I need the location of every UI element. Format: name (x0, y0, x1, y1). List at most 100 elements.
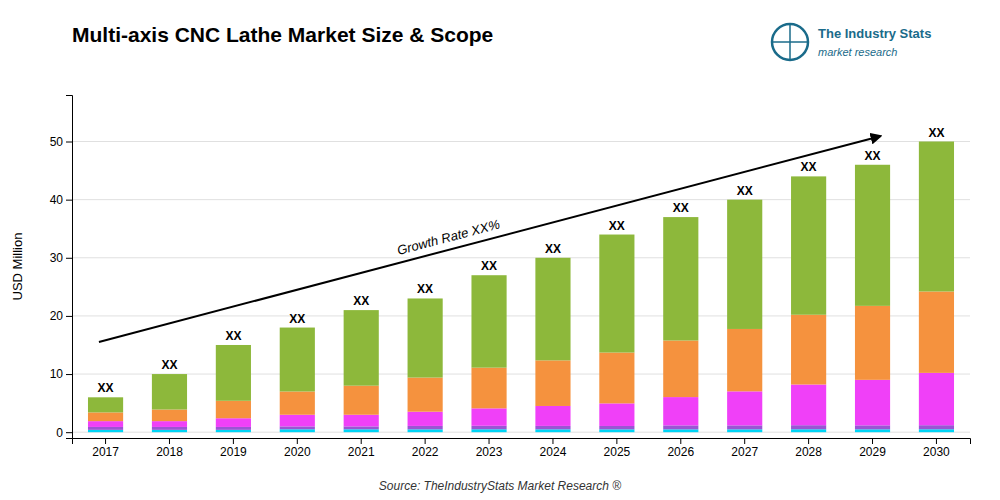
bar-segment (152, 421, 187, 427)
grid-line (72, 315, 970, 316)
logo (772, 24, 808, 60)
logo-subtext: market research (818, 46, 897, 58)
x-tick-label: 2018 (156, 445, 183, 459)
bar-segment (919, 429, 954, 432)
bar-segment (280, 429, 315, 432)
title: Multi-axis CNC Lathe Market Size & Scope (72, 23, 493, 46)
total-label: XX (353, 294, 369, 308)
grid-line (72, 374, 970, 375)
total-label: XX (609, 219, 625, 233)
bars (88, 142, 954, 433)
y-tick-label: 50 (50, 135, 64, 149)
bar-segment (791, 176, 826, 314)
total-label: XX (865, 149, 881, 163)
bar-segment (152, 374, 187, 409)
bar-segment (919, 142, 954, 292)
bar-segment (791, 429, 826, 432)
y-axis-title: USD Million (10, 233, 25, 301)
total-label: XX (928, 126, 944, 140)
bar-segment (535, 429, 570, 432)
x-tick-label: 2022 (412, 445, 439, 459)
x-tick-mark (105, 438, 106, 444)
y-tick-mark (66, 374, 72, 375)
y-tick-label: 0 (56, 426, 63, 440)
x-tick-mark (936, 438, 937, 444)
bar-segment (535, 406, 570, 426)
bar-segment (855, 425, 890, 429)
bar-segment (919, 425, 954, 429)
grid-line (72, 432, 970, 433)
y-tick-mark (66, 258, 72, 259)
x-tick-mark (744, 438, 745, 444)
x-tick: 2027 (731, 438, 758, 459)
bar-segment (727, 391, 762, 425)
bar-segment (919, 291, 954, 372)
bar-segment (663, 340, 698, 397)
bar-segment (216, 427, 251, 430)
total-label: XX (98, 381, 114, 395)
bar-segment (88, 427, 123, 430)
bar-segment (216, 418, 251, 427)
x-axis-line (73, 439, 971, 445)
bar-segment (88, 412, 123, 421)
bar-segment (344, 426, 379, 429)
x-tick-label: 2027 (731, 445, 758, 459)
bar-segment (663, 397, 698, 425)
x-tick: 2023 (476, 438, 503, 459)
x-tick: 2019 (220, 438, 247, 459)
bar-segment (855, 380, 890, 426)
total-label: XX (161, 358, 177, 372)
bar-segment (152, 430, 187, 432)
bar-segment (408, 412, 443, 426)
growth-label: Growth Rate XX% (396, 217, 502, 258)
x-tick: 2022 (412, 438, 439, 459)
x-tick: 2024 (540, 438, 567, 459)
total-label: XX (737, 184, 753, 198)
bar-segment (535, 360, 570, 406)
y-tick-mark (66, 200, 72, 201)
bar-segment (599, 353, 634, 404)
grid-line (72, 141, 970, 142)
bar-segment (727, 429, 762, 432)
bar-segment (855, 306, 890, 380)
bar-segment (88, 430, 123, 432)
logo-line (772, 41, 808, 43)
grid-line (72, 257, 970, 258)
x-tick: 2026 (667, 438, 694, 459)
y-axis: 01020304050 (50, 96, 73, 440)
bar-segment (280, 426, 315, 429)
x-tick-mark (616, 438, 617, 444)
total-labels: XXXXXXXXXXXXXXXXXXXXXXXXXXXX (98, 126, 945, 396)
growth-arrow (99, 136, 880, 342)
bar-segment (535, 258, 570, 361)
y-tick-label: 40 (50, 193, 64, 207)
source: Source: TheIndustryStats Market Research… (379, 479, 621, 493)
x-tick: 2020 (284, 438, 311, 459)
y-tick: 20 (50, 309, 72, 323)
x-tick-label: 2025 (604, 445, 631, 459)
y-tick: 10 (50, 367, 72, 381)
y-tick: 0 (56, 426, 72, 440)
bar-segment (727, 200, 762, 329)
x-tick-label: 2019 (220, 445, 247, 459)
bar-segment (663, 217, 698, 340)
total-label: XX (801, 160, 817, 174)
y-tick: 50 (50, 135, 72, 149)
bar-segment (791, 315, 826, 385)
y-axis-line (66, 96, 73, 439)
bar-segment (471, 275, 506, 367)
x-tick-mark (169, 438, 170, 444)
x-tick: 2021 (348, 438, 375, 459)
x-tick-mark (872, 438, 873, 444)
bar-segment (791, 385, 826, 426)
bar-series (88, 142, 954, 413)
bar-segment (471, 368, 506, 409)
bar-segment (471, 429, 506, 432)
x-tick-label: 2020 (284, 445, 311, 459)
bar-segment (88, 421, 123, 427)
x-tick-label: 2024 (540, 445, 567, 459)
bar-segment (344, 415, 379, 427)
bar-segment (280, 391, 315, 414)
x-tick: 2029 (859, 438, 886, 459)
bar-segment (727, 329, 762, 391)
